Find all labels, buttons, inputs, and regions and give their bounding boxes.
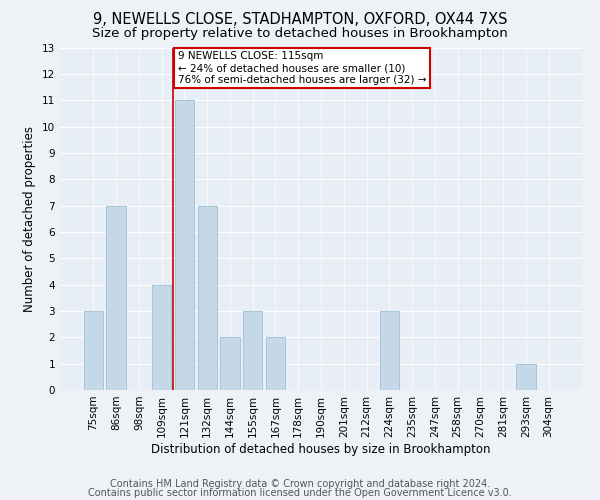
X-axis label: Distribution of detached houses by size in Brookhampton: Distribution of detached houses by size … <box>151 442 491 456</box>
Bar <box>106 206 126 390</box>
Y-axis label: Number of detached properties: Number of detached properties <box>23 126 37 312</box>
Text: Contains HM Land Registry data © Crown copyright and database right 2024.: Contains HM Land Registry data © Crown c… <box>110 479 490 489</box>
Text: 9, NEWELLS CLOSE, STADHAMPTON, OXFORD, OX44 7XS: 9, NEWELLS CLOSE, STADHAMPTON, OXFORD, O… <box>93 12 507 28</box>
Bar <box>84 311 103 390</box>
Bar <box>220 338 239 390</box>
Text: 9 NEWELLS CLOSE: 115sqm
← 24% of detached houses are smaller (10)
76% of semi-de: 9 NEWELLS CLOSE: 115sqm ← 24% of detache… <box>178 52 426 84</box>
Text: Contains public sector information licensed under the Open Government Licence v3: Contains public sector information licen… <box>88 488 512 498</box>
Bar <box>516 364 536 390</box>
Bar <box>266 338 285 390</box>
Bar <box>152 284 172 390</box>
Text: Size of property relative to detached houses in Brookhampton: Size of property relative to detached ho… <box>92 28 508 40</box>
Bar <box>243 311 262 390</box>
Bar <box>197 206 217 390</box>
Bar <box>175 100 194 390</box>
Bar <box>380 311 399 390</box>
